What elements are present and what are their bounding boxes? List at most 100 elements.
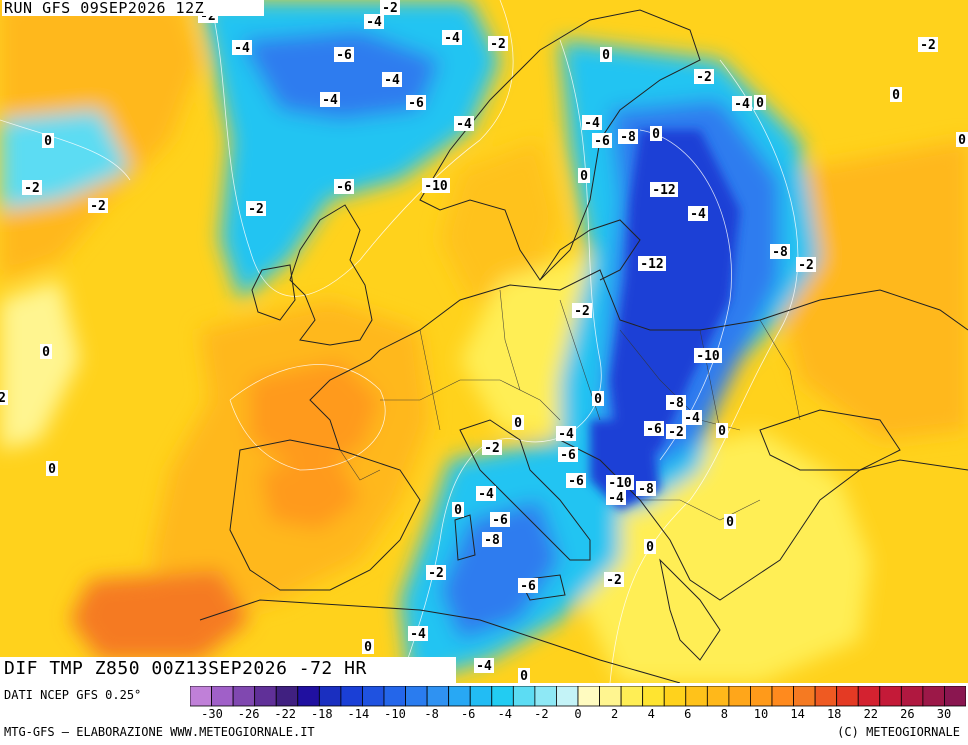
color-swatch [426,686,450,707]
contour-label-bg [956,132,968,147]
temperature-anomaly-map: -2-4-2-4 -6-4 -2-4-4 -6-40-2-4 00-20-2-2-4-6… [0,0,968,683]
color-swatch [577,686,600,707]
contour-label: -2 [604,572,624,588]
color-scale-tick-label: 26 [900,707,915,721]
contour-label-bg [364,14,384,29]
contour-label-text: 0 [48,462,56,477]
color-scale-tick-label: -4 [497,707,513,721]
color-scale-tick-label: 8 [720,707,729,721]
contour-label: -6 [518,578,538,594]
contour-label-text: -4 [366,15,382,30]
contour-label-text: -6 [568,474,584,489]
contour-label: -2 [88,198,108,214]
color-swatch [512,686,536,707]
map-title: DIF TMP Z850 00Z13SEP2026 -72 HR [0,657,456,683]
contour-label-bg [572,303,592,318]
color-swatch [340,686,363,707]
contour-label: -12 [638,256,666,272]
contour-label-text: -4 [456,117,472,132]
hot-zone-morocco [70,570,250,660]
contour-label-bg [694,348,722,363]
contour-label-text: 0 [514,416,522,431]
coast-uk [289,204,373,346]
contour-label-text: -10 [424,179,448,194]
contour-label: 0 [754,95,766,111]
color-scale-tick-label: -8 [424,707,439,721]
contour-label-bg [754,95,766,110]
contour-label: -8 [618,129,638,145]
contour-label-text: 0 [42,345,50,360]
contour-label: -4 [364,14,384,30]
contour-label-bg [334,179,354,194]
color-scale-tick-label: -2 [534,707,549,721]
contour-label-text: 0 [726,515,734,530]
contour-label-text: -6 [492,513,508,528]
contour-label-bg [682,410,702,425]
contour-label: 0 [716,423,728,439]
color-scale-tick-label: 30 [936,707,952,721]
contour-label-bg [592,133,612,148]
contour-label-bg [518,668,530,683]
contour-label-bg [666,395,686,410]
contour-label-bg [46,461,58,476]
contour-label-bg [454,116,474,131]
data-source-label: DATI NCEP GFS 0.25° [4,688,142,702]
contour-label-text: -6 [408,96,424,111]
color-swatch [944,686,966,707]
neutral-zone-nw-atlantic [0,280,80,450]
coast-italy [459,419,591,561]
contour-label-text: -4 [690,207,706,222]
color-swatch [362,686,385,707]
contour-label: 0 [518,668,530,683]
contour-label-text: 0 [454,503,462,518]
contour-label: -2 [22,180,42,196]
contour-label: 0 [956,132,968,148]
coast-north-africa [199,599,681,683]
color-swatch [297,686,320,707]
color-scale-tick-label: -30 [201,707,223,721]
color-swatch [556,686,579,707]
contour-label-text: 0 [892,88,900,103]
contour-label-text: -6 [336,48,352,63]
contour-label: -2 [482,440,502,456]
contour-label-bg [650,126,662,141]
contour-label-text: -2 [696,70,712,85]
coast-scandinavia [419,9,701,281]
contour-label-text: -8 [772,245,788,260]
color-scale-tick-label: 0 [574,707,582,721]
contour-label-bg [88,198,108,213]
contour-label-text: -2 [248,202,264,217]
contour-label-text: -6 [560,448,576,463]
contour-label-text: 0 [646,540,654,555]
contour-label-bg [770,244,790,259]
color-swatch [685,686,708,707]
cold-zone-italy [440,500,560,640]
contour-label-bg [890,87,902,102]
color-scale-tick-label: 18 [826,707,842,721]
contour-label-bg [650,182,678,197]
contour-label-text: 0 [756,96,764,111]
contour-label-text: -4 [476,659,492,674]
color-scale-tick-label: 2 [610,707,619,721]
color-swatch [232,686,256,707]
color-swatch [190,686,212,707]
contour-label-text: -6 [594,134,610,149]
contour-label: -4 [556,426,576,442]
contour-label-text: -2 [574,304,590,319]
color-swatch [836,686,859,707]
contour-label: -4 [582,115,602,131]
contour-label-bg [732,96,752,111]
coast-france-atlantic [309,349,381,451]
contour-label-bg [422,178,450,193]
contour-label-bg [320,92,340,107]
contour-label-text: 2 [0,391,6,406]
contour-label: -6 [334,47,354,63]
contour-label: -2 [666,424,686,440]
color-scale-tick-label: -18 [310,707,333,721]
contour-label-bg [362,639,374,654]
contour-label-bg [582,115,602,130]
contour-label-text: -6 [520,579,536,594]
color-swatch [254,686,277,707]
warm-zone-scandinavia [440,140,560,300]
contour-label-text: -2 [668,425,684,440]
